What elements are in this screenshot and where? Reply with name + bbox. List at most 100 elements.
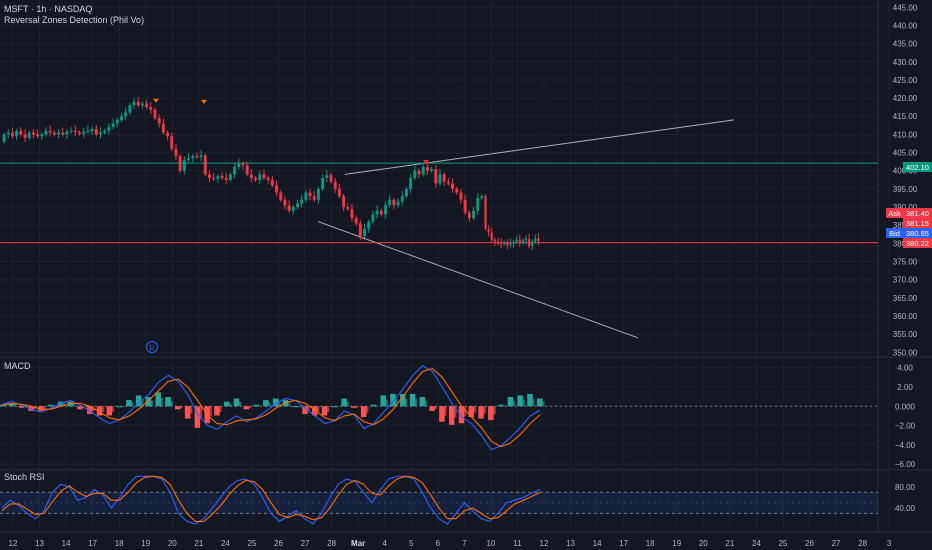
indicator-legend[interactable]: Reversal Zones Detection (Phil Vo) (4, 15, 145, 25)
macd-histogram-bar (150, 400, 154, 407)
macd-histogram-bar (478, 406, 484, 419)
candle (325, 175, 329, 178)
x-tick-label: 17 (88, 539, 97, 548)
reversal-marker (423, 160, 429, 165)
macd-histogram-bar (341, 398, 347, 407)
candle (103, 130, 107, 133)
x-tick-label: 17 (619, 539, 628, 548)
macd-histogram-bar (400, 393, 406, 407)
x-tick-label: 21 (194, 539, 203, 548)
candle (396, 201, 400, 206)
x-tick-label: 6 (436, 539, 441, 548)
stochrsi-pane-title[interactable]: Stoch RSI (4, 472, 45, 482)
price-tag-name: Ask (888, 209, 901, 218)
candle (442, 174, 446, 182)
candle (140, 103, 144, 106)
candle (531, 241, 534, 247)
macd-histogram-bar (321, 406, 328, 416)
dividend-label: D (149, 345, 154, 352)
candle (19, 130, 23, 135)
stoch-d-line (1, 475, 541, 522)
candle (166, 132, 170, 137)
macd-histogram-bar (365, 406, 369, 413)
macd-histogram-bar (155, 392, 162, 407)
y-tick-label: 425.00 (893, 76, 918, 85)
y-tick-label: 440.00 (893, 21, 918, 30)
x-tick-label: 21 (725, 539, 734, 548)
macd-histogram-bar (277, 401, 281, 407)
price-tag-bg (903, 208, 932, 218)
candle (111, 123, 115, 128)
y-tick-label: 0.000 (895, 402, 916, 411)
y-tick-label: 410.00 (893, 130, 918, 139)
candle (451, 183, 455, 189)
y-tick-label: 355.00 (893, 330, 918, 339)
price-tag-bg (903, 218, 932, 228)
candle (48, 130, 52, 133)
candle (136, 101, 140, 106)
macd-histogram-bar (238, 401, 242, 407)
candle (94, 128, 98, 135)
price-tag-value: 380.22 (906, 239, 929, 248)
y-tick-label: 445.00 (893, 3, 918, 12)
candle (430, 168, 434, 171)
macd-histogram-bar (345, 401, 349, 407)
price-tag-bg (903, 238, 932, 248)
candle (350, 208, 354, 218)
macd-histogram-bar (497, 404, 504, 407)
candle (153, 109, 157, 119)
macd-histogram-bar (8, 403, 15, 407)
x-tick-label: 12 (9, 539, 18, 548)
macd-histogram-bar (390, 393, 396, 407)
macd-histogram-bar (453, 406, 457, 418)
symbol-legend[interactable]: MSFT · 1h · NASDAQ (4, 4, 93, 14)
candle (216, 176, 220, 179)
candle (537, 238, 540, 242)
x-tick-label: 18 (115, 539, 124, 548)
macd-pane-title[interactable]: MACD (4, 361, 31, 371)
candle (518, 239, 521, 243)
candle (496, 241, 500, 244)
x-tick-label: 10 (486, 539, 495, 548)
x-tick-label: 14 (593, 539, 602, 548)
candle (15, 130, 19, 137)
signal-line (1, 367, 541, 448)
candle (296, 203, 299, 208)
candle (367, 221, 371, 229)
candle (304, 192, 308, 200)
x-tick-label: 28 (327, 539, 336, 548)
candle (291, 207, 295, 211)
candle (337, 188, 341, 197)
candle (467, 212, 471, 218)
candle (258, 174, 262, 180)
y-tick-label: 365.00 (893, 294, 918, 303)
macd-histogram-bar (267, 402, 271, 407)
candle (425, 167, 429, 171)
macd-histogram-bar (404, 398, 408, 407)
candle (128, 105, 132, 113)
macd-histogram-bar (47, 404, 54, 407)
x-tick-label: 4 (382, 539, 387, 548)
macd-histogram-bar (287, 402, 291, 407)
candle (358, 223, 362, 237)
macd-histogram-bar (296, 406, 300, 408)
macd-histogram-bar (253, 404, 259, 407)
candle (61, 132, 65, 135)
candle (459, 192, 463, 200)
candle (300, 199, 304, 204)
candle (500, 243, 503, 245)
y-tick-label: 375.00 (893, 258, 918, 267)
y-tick-label: 360.00 (893, 312, 918, 321)
candle (506, 242, 509, 246)
candle (346, 207, 350, 209)
candle (107, 127, 111, 131)
macd-histogram-bar (424, 400, 428, 407)
macd-histogram-bar (199, 406, 203, 420)
candle (409, 178, 413, 189)
candle (228, 174, 232, 180)
macd-histogram-bar (243, 406, 250, 410)
candle (115, 119, 119, 124)
candle (534, 238, 537, 242)
candle (161, 123, 165, 133)
